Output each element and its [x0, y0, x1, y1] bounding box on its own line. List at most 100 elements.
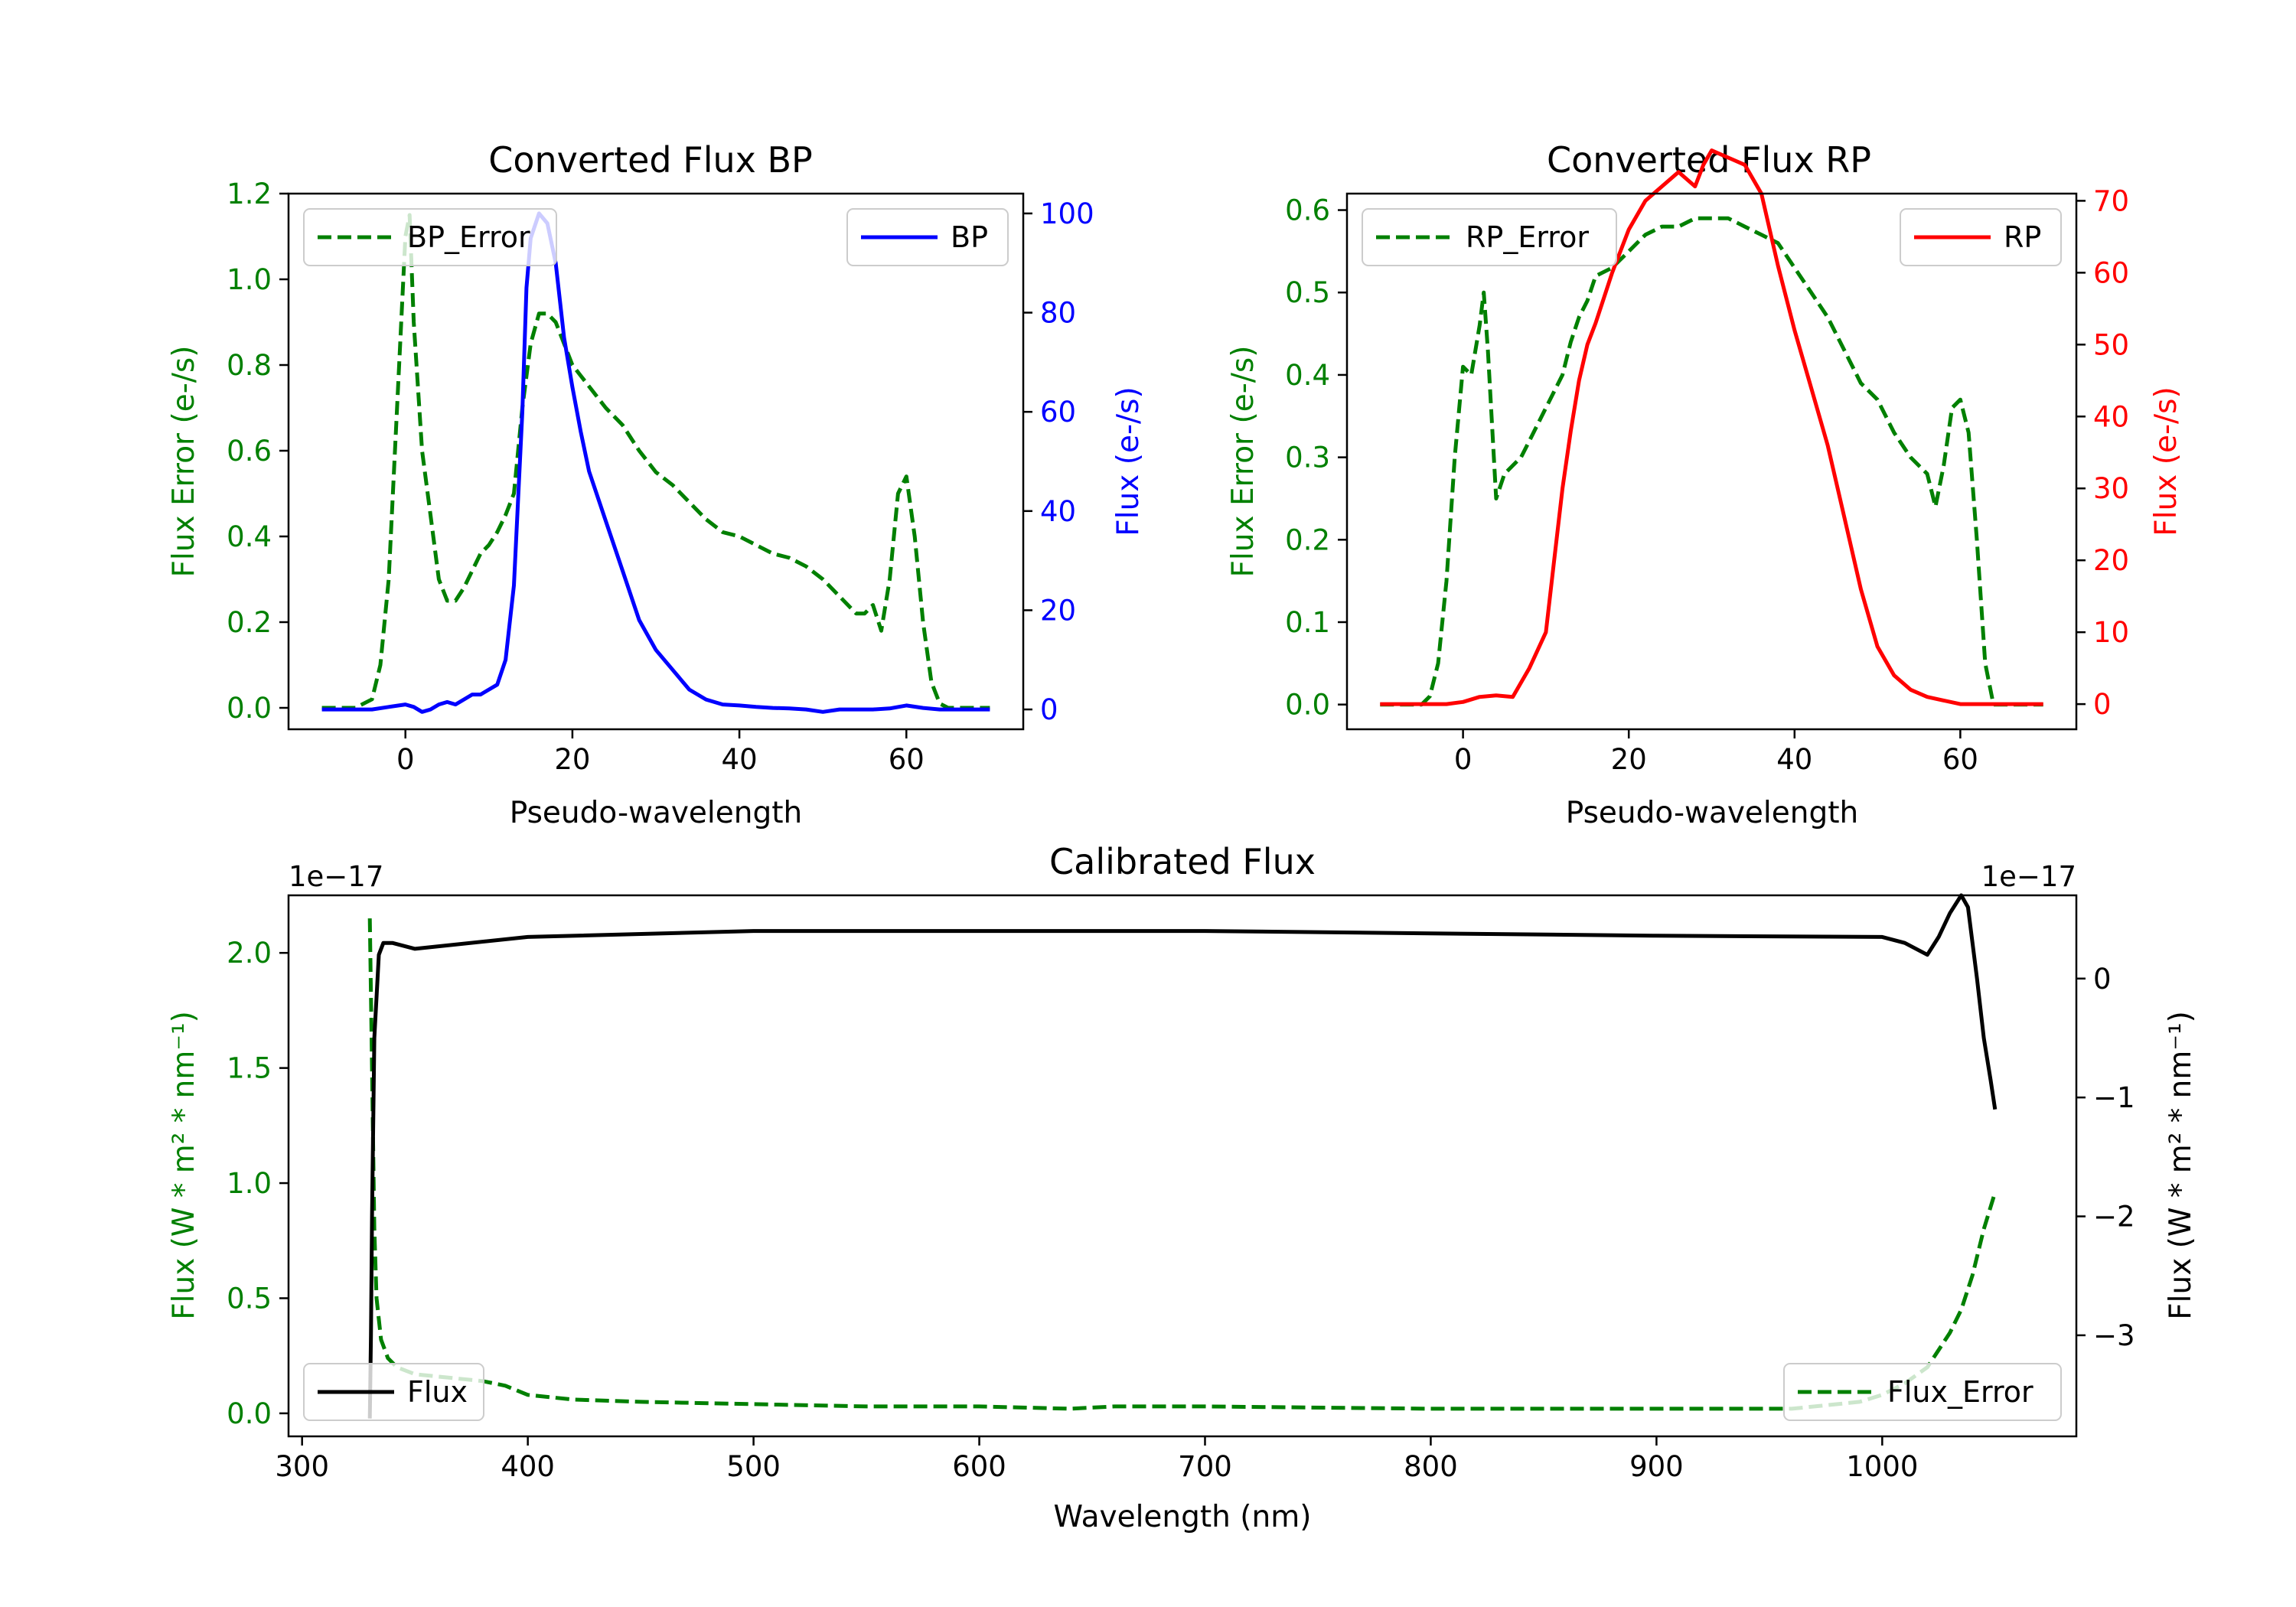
chart-bp-title: Converted Flux BP — [488, 139, 813, 181]
chart-rp-frame — [1345, 192, 2078, 731]
chart-rp-ylabel-right: Flux (e-/s) — [2149, 386, 2183, 536]
chart-bp-legend-label-bp: BP — [951, 220, 988, 254]
bp-series-bp-error — [321, 213, 990, 710]
chart-cal-offset-right: 1e−17 — [1981, 860, 2076, 893]
bp-ytick-right-label: 0 — [1040, 693, 1058, 726]
rp-xtick-label: 40 — [1776, 743, 1812, 776]
bp-ytick-left-label: 1.2 — [227, 178, 272, 210]
chart-bp-ticks: 0 20 40 60 0.0 0.2 0.4 0.6 0.8 1.0 1.2 0 20 40 60 80 100 — [227, 178, 1094, 776]
chart-cal-xlabel: Wavelength (nm) — [1054, 1500, 1312, 1534]
chart-rp-legend-right: RP — [1900, 208, 2062, 266]
rp-ytick-right-label: 50 — [2093, 328, 2129, 361]
bp-xtick-label: 60 — [889, 743, 925, 776]
chart-rp-ylabel-left: Flux Error (e-/s) — [1226, 346, 1261, 578]
bp-ytick-left-label: 0.8 — [227, 349, 272, 382]
cal-ytick-right-label: −1 — [2093, 1081, 2135, 1114]
chart-bp: Converted Flux BP 0 20 40 60 0.0 0.2 0.4 0.6 0.8… — [167, 139, 1146, 830]
bp-ytick-left-label: 0.0 — [227, 692, 272, 725]
chart-bp-legend-label-bp-error: BP_Error — [407, 220, 530, 254]
chart-rp-legend-label-rp: RP — [2004, 220, 2041, 254]
bp-ytick-right-label: 40 — [1040, 495, 1076, 528]
chart-cal-offset-left: 1e−17 — [289, 860, 383, 893]
cal-ytick-left-label: 1.5 — [227, 1052, 272, 1085]
bp-ytick-right-label: 100 — [1040, 197, 1094, 230]
rp-ytick-left-label: 0.6 — [1285, 194, 1330, 227]
chart-bp-legend-left-box — [303, 208, 557, 266]
chart-rp-legend-left: RP_Error — [1362, 208, 1617, 266]
cal-ytick-right-label: −2 — [2093, 1201, 2135, 1234]
chart-cal-title: Calibrated Flux — [1049, 841, 1316, 882]
chart-bp-legend-left: BP_Error — [303, 208, 557, 266]
chart-cal-ylabel-right: Flux (W * m² * nm⁻¹) — [2164, 1011, 2198, 1320]
chart-rp-series — [1380, 148, 2043, 707]
rp-ytick-left-label: 0.1 — [1285, 606, 1330, 639]
cal-ytick-left-label: 2.0 — [227, 937, 272, 970]
chart-rp-legend-left-box — [1362, 208, 1617, 266]
chart-cal-ticks: 300 400 500 600 700 800 900 1000 0.0 0.5 1.0 1.5 2.0… — [227, 937, 2135, 1483]
chart-bp-legend-right: BP — [846, 208, 1009, 266]
rp-ytick-right-label: 70 — [2093, 184, 2129, 217]
chart-rp: Converted Flux RP 0 20 40 60 0.0 0.1 0.2 0.3 0.4… — [1226, 139, 2183, 830]
chart-rp-xlabel: Pseudo-wavelength — [1566, 796, 1858, 830]
chart-cal-series — [367, 893, 1998, 1419]
cal-xtick-label: 300 — [275, 1450, 329, 1483]
cal-xtick-label: 800 — [1404, 1450, 1458, 1483]
cal-xtick-label: 700 — [1178, 1450, 1232, 1483]
bp-xtick-label: 0 — [396, 743, 415, 776]
cal-ytick-left-label: 0.0 — [227, 1397, 272, 1430]
chart-bp-ylabel-left: Flux Error (e-/s) — [167, 346, 201, 578]
rp-ytick-right-label: 40 — [2093, 400, 2129, 433]
cal-series-flux — [367, 893, 1998, 1419]
bp-ytick-left-label: 0.4 — [227, 520, 272, 553]
chart-bp-frame — [287, 192, 1025, 731]
rp-series-rp — [1380, 148, 2043, 706]
cal-xtick-label: 1000 — [1846, 1450, 1918, 1483]
rp-xtick-label: 20 — [1611, 743, 1647, 776]
bp-ytick-left-label: 0.6 — [227, 435, 272, 468]
bp-ytick-left-label: 0.2 — [227, 606, 272, 639]
rp-ytick-right-label: 30 — [2093, 472, 2129, 505]
cal-xtick-label: 600 — [952, 1450, 1006, 1483]
rp-ytick-right-label: 60 — [2093, 256, 2129, 289]
chart-bp-series — [321, 211, 990, 714]
rp-ytick-left-label: 0.4 — [1285, 359, 1330, 392]
bp-xtick-label: 20 — [554, 743, 590, 776]
rp-ytick-left-label: 0.0 — [1285, 689, 1330, 722]
rp-ytick-right-label: 20 — [2093, 544, 2129, 577]
bp-xtick-label: 40 — [722, 743, 758, 776]
bp-ytick-right-label: 60 — [1040, 396, 1076, 429]
chart-rp-legend-label-rp-error: RP_Error — [1466, 220, 1589, 254]
bp-ytick-right-label: 20 — [1040, 594, 1076, 627]
bp-ytick-left-label: 1.0 — [227, 263, 272, 296]
chart-bp-xlabel: Pseudo-wavelength — [510, 796, 802, 830]
chart-bp-ylabel-right: Flux (e-/s) — [1111, 386, 1146, 536]
chart-cal-ylabel-left: Flux (W * m² * nm⁻¹) — [167, 1011, 201, 1320]
cal-ytick-right-label: 0 — [2093, 963, 2112, 996]
chart-cal-legend-right: Flux_Error — [1783, 1363, 2062, 1421]
cal-ytick-left-label: 1.0 — [227, 1167, 272, 1200]
cal-ytick-left-label: 0.5 — [227, 1282, 272, 1315]
cal-series-flux-error — [367, 918, 1998, 1411]
rp-ytick-left-label: 0.2 — [1285, 523, 1330, 556]
bp-ytick-right-label: 80 — [1040, 297, 1076, 330]
rp-ytick-right-label: 10 — [2093, 616, 2129, 649]
chart-cal-frame — [287, 894, 2078, 1438]
chart-cal-legend-left: Flux — [303, 1363, 484, 1421]
cal-xtick-label: 400 — [501, 1450, 555, 1483]
cal-xtick-label: 900 — [1629, 1450, 1684, 1483]
cal-xtick-label: 500 — [726, 1450, 781, 1483]
rp-xtick-label: 60 — [1942, 743, 1978, 776]
chart-cal-legend-label-flux-error: Flux_Error — [1887, 1375, 2033, 1409]
rp-ytick-right-label: 0 — [2093, 688, 2112, 721]
rp-ytick-left-label: 0.5 — [1285, 276, 1330, 309]
bp-series-bp — [321, 211, 990, 714]
chart-rp-title: Converted Flux RP — [1547, 139, 1871, 181]
rp-xtick-label: 0 — [1454, 743, 1473, 776]
rp-ytick-left-label: 0.3 — [1285, 442, 1330, 474]
chart-cal: Calibrated Flux 1e−17 1e−17 300 400 500 600… — [167, 841, 2198, 1534]
chart-rp-ticks: 0 20 40 60 0.0 0.1 0.2 0.3 0.4 0.5 0.6 0 10 20 30 40 50 6… — [1285, 184, 2129, 776]
chart-cal-legend-label-flux: Flux — [407, 1375, 468, 1409]
chart-cal-legend-right-box — [1783, 1363, 2062, 1421]
cal-ytick-right-label: −3 — [2093, 1319, 2135, 1352]
